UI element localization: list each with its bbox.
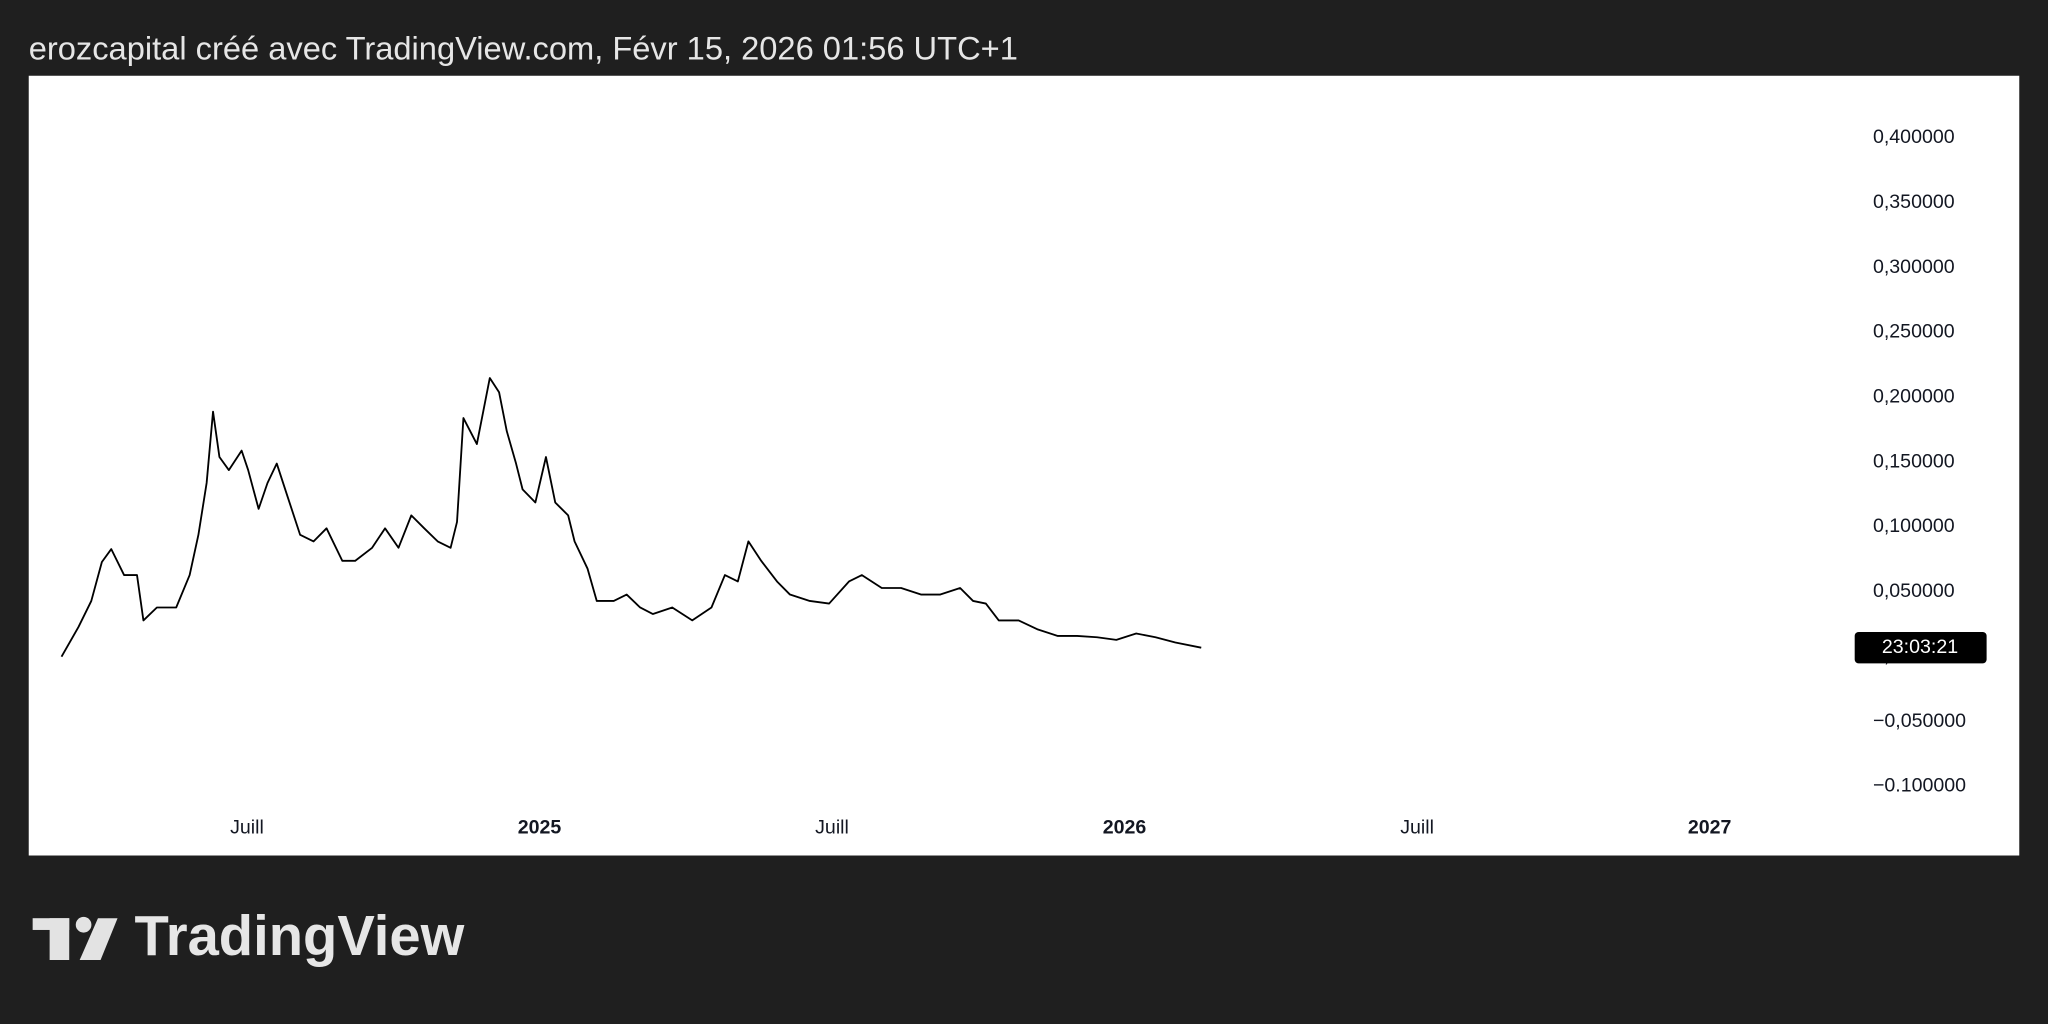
brand: TradingView (135, 904, 465, 967)
caption: erozcapital créé avec TradingView.com, F… (29, 30, 1018, 67)
y-tick-label: 0,150000 (1873, 450, 1955, 472)
countdown-tag (1854, 632, 1987, 664)
x-tick-label: 2025 (518, 816, 562, 838)
y-tick-label: 0,350000 (1873, 191, 1955, 213)
y-tick-label: −0,050000 (1873, 710, 1966, 732)
countdown-label: 23:03:21 (1882, 636, 1958, 658)
y-tick-label: 0,050000 (1873, 580, 1955, 602)
y-tick-label: 0,400000 (1873, 126, 1955, 148)
x-tick-label: Juill (1400, 816, 1434, 838)
y-tick-label: 0,300000 (1873, 256, 1955, 278)
chart-panel (28, 75, 2020, 856)
y-tick-label: 0,250000 (1873, 321, 1955, 343)
y-tick-label: 0,200000 (1873, 386, 1955, 408)
x-tick-label: 2027 (1688, 816, 1732, 838)
x-tick-label: Juill (815, 816, 849, 838)
x-tick-label: 2026 (1103, 816, 1147, 838)
logo-icon (32, 916, 118, 960)
price-line (60, 377, 1202, 658)
x-tick-label: Juill (230, 816, 264, 838)
y-tick-label: −0.100000 (1873, 775, 1966, 797)
y-tick-label: 0,100000 (1873, 515, 1955, 537)
